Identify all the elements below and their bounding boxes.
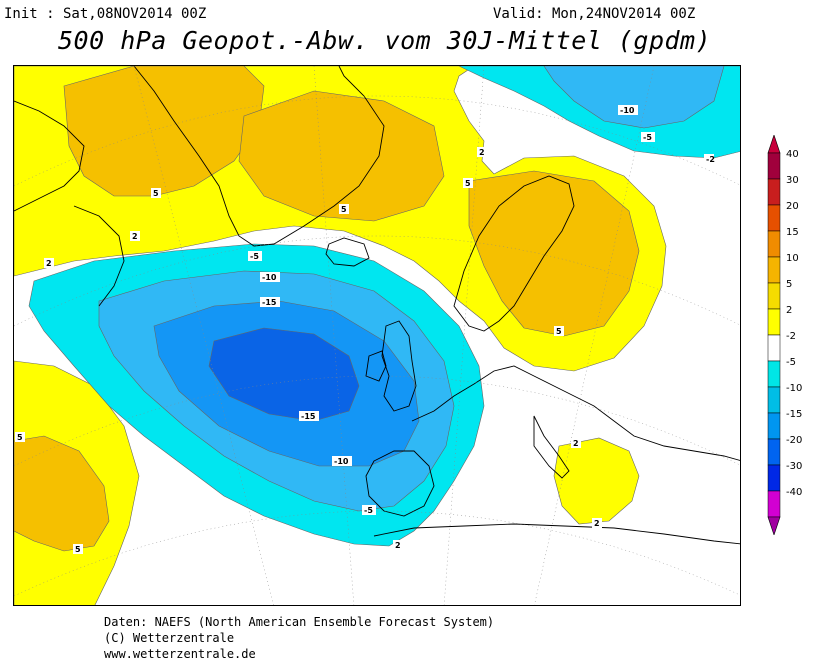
- legend-swatch: [767, 308, 781, 336]
- negative-anomaly-arctic-core: [543, 66, 725, 129]
- label-minus5-north: -5: [250, 252, 259, 261]
- label-5-russia: 5: [556, 327, 562, 336]
- legend-swatch: [767, 256, 781, 284]
- anomaly-map: -10 -5 -2 2 5 5 5 2 2 -5 -10 -15 -15: [13, 65, 741, 606]
- legend-top-arrow: [767, 134, 781, 154]
- legend-swatch: [767, 178, 781, 206]
- legend-label: 15: [786, 227, 799, 238]
- negative-anomaly-atlantic-15: [208, 327, 360, 422]
- footer-website: www.wetterzentrale.de: [104, 647, 256, 661]
- footer-credits: Daten: NAEFS (North American Ensemble Fo…: [104, 614, 494, 662]
- label-minus15-north: -15: [262, 298, 277, 307]
- label-minus5-arctic: -5: [643, 133, 652, 142]
- legend-label: -5: [786, 357, 796, 368]
- legend-swatch: [767, 204, 781, 232]
- map-title: 500 hPa Geopot.-Abw. vom 30J-Mittel (gpd…: [58, 26, 712, 55]
- coastlines: [14, 66, 740, 545]
- legend-label: -30: [786, 461, 802, 472]
- anomaly-core-greenland-east: [238, 90, 445, 222]
- anomaly-core-subtropics: [14, 435, 110, 552]
- legend-label: 2: [786, 305, 792, 316]
- graticule: [14, 66, 740, 605]
- label-5-iceland: 5: [341, 205, 347, 214]
- legend-swatch: [767, 334, 781, 362]
- label-minus10-north: -10: [262, 273, 277, 282]
- legend-label: -20: [786, 435, 802, 446]
- legend-swatch: [767, 386, 781, 414]
- legend-swatch: [767, 438, 781, 466]
- label-2-med-north: 2: [573, 439, 579, 448]
- legend-swatch: [767, 152, 781, 180]
- legend-label: 10: [786, 253, 799, 264]
- label-5-scandinavia: 5: [465, 179, 471, 188]
- legend-label: 5: [786, 279, 792, 290]
- label-minus2-arctic: -2: [706, 155, 715, 164]
- color-legend: 40 30 20 15 10 5 2 -2 -5 -10 -15 -20 -30 -40: [760, 134, 815, 536]
- legend-swatch: [767, 230, 781, 258]
- positive-anomaly-mediterranean: [553, 437, 640, 525]
- label-minus5-south: -5: [364, 506, 373, 515]
- legend-bottom-arrow: [767, 516, 781, 536]
- legend-label: 40: [786, 149, 799, 160]
- anomaly-core-scandinavia: [468, 170, 640, 337]
- legend-swatch: [767, 360, 781, 388]
- label-5-subtropics-top: 5: [17, 433, 23, 442]
- label-2-north: 2: [479, 148, 485, 157]
- legend-swatch: [767, 464, 781, 492]
- footer-copyright: (C) Wetterzentrale: [104, 631, 235, 645]
- label-minus15-south: -15: [301, 412, 316, 421]
- legend-swatch: [767, 282, 781, 310]
- label-minus10-south: -10: [334, 457, 349, 466]
- legend-label: -40: [786, 487, 802, 498]
- label-5-subtropics-bottom: 5: [75, 545, 81, 554]
- legend-swatch: [767, 490, 781, 518]
- label-2-greenland: 2: [132, 232, 138, 241]
- label-2-west: 2: [46, 259, 52, 268]
- init-time: Init : Sat,08NOV2014 00Z: [4, 6, 207, 22]
- valid-time: Valid: Mon,24NOV2014 00Z: [493, 6, 696, 22]
- legend-label: 20: [786, 201, 799, 212]
- legend-label: -15: [786, 409, 802, 420]
- label-2-south: 2: [395, 541, 401, 550]
- legend-swatch: [767, 412, 781, 440]
- label-5-greenland: 5: [153, 189, 159, 198]
- footer-data-source: Daten: NAEFS (North American Ensemble Fo…: [104, 615, 495, 629]
- contour-labels: -10 -5 -2 2 5 5 5 2 2 -5 -10 -15 -15: [15, 105, 715, 554]
- label-2-med-south: 2: [594, 519, 600, 528]
- label-minus10-arctic: -10: [620, 106, 635, 115]
- legend-label: -2: [786, 331, 796, 342]
- legend-label: -10: [786, 383, 802, 394]
- anomaly-core-greenland-west: [63, 66, 265, 197]
- legend-label: 30: [786, 175, 799, 186]
